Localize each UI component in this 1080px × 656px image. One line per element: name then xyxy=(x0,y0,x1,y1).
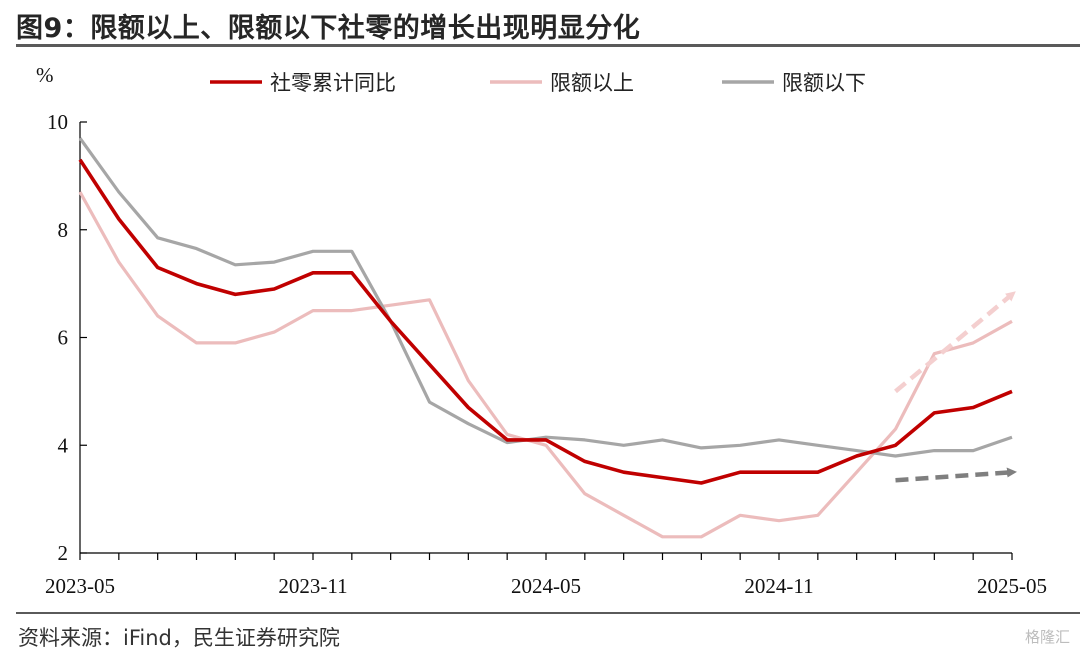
x-tick-label: 2024-05 xyxy=(511,574,581,598)
legend-label-3: 限额以下 xyxy=(782,71,866,95)
y-tick-label: 6 xyxy=(58,326,69,350)
source-note: 资料来源：iFind，民生证券研究院 xyxy=(18,626,340,650)
y-tick-label: 4 xyxy=(58,433,69,457)
axes: 2 4 6 8 10 2023-05 2023-11 2024-05 2024-11 2025-0… xyxy=(45,110,1047,598)
title-rule xyxy=(16,44,1080,47)
y-tick-label: 2 xyxy=(58,541,69,565)
chart-title: 图9：限额以上、限额以下社零的增长出现明显分化 xyxy=(16,13,641,44)
y-tick-label: 10 xyxy=(47,110,68,134)
footer-rule xyxy=(16,612,1080,614)
legend-label-1: 社零累计同比 xyxy=(270,71,396,95)
annotation-layer xyxy=(894,291,1017,483)
trend-arrow-2 xyxy=(895,467,1017,483)
legend: 社零累计同比 限额以上 限额以下 xyxy=(210,71,866,95)
x-tick-label: 2023-11 xyxy=(278,574,347,598)
legend-label-2: 限额以上 xyxy=(550,71,634,95)
x-tick-label: 2024-11 xyxy=(744,574,813,598)
y-axis-unit-label: % xyxy=(36,63,54,87)
y-tick-label: 8 xyxy=(58,218,69,242)
x-tick-label: 2025-05 xyxy=(977,574,1047,598)
series-line-2 xyxy=(78,191,1013,539)
series-line-3 xyxy=(78,137,1013,458)
watermark: 格隆汇 xyxy=(1024,628,1070,646)
series-line-1 xyxy=(78,158,1013,485)
trend-arrow-1 xyxy=(894,291,1016,394)
x-tick-label: 2023-05 xyxy=(45,574,115,598)
series-layer xyxy=(78,137,1013,539)
